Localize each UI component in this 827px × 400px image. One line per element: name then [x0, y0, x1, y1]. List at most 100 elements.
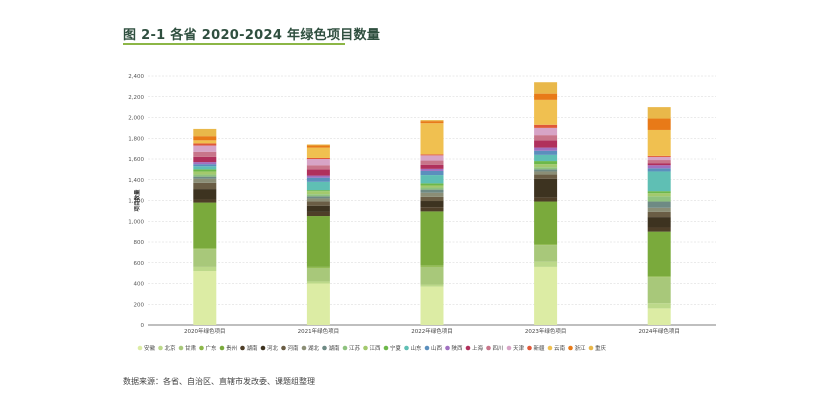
bar-segment: [420, 187, 444, 190]
legend-label: 北京: [165, 344, 177, 352]
title-underline: [123, 43, 345, 45]
y-tick-label: 0: [141, 323, 145, 329]
bar-segment: [306, 177, 330, 182]
y-tick-label: 1,200: [128, 199, 144, 205]
bar-segment: [193, 271, 217, 325]
legend-swatch: [588, 345, 594, 351]
bar-segment: [193, 140, 217, 144]
legend-swatch: [404, 345, 409, 351]
bar-segment: [193, 164, 217, 167]
legend-swatch: [178, 345, 184, 351]
bar-segment: [647, 118, 671, 130]
bar-segment: [193, 266, 217, 272]
legend-swatch: [199, 345, 204, 351]
legend-swatch: [383, 345, 389, 351]
legend-swatch: [240, 345, 245, 351]
bar-segment: [420, 160, 444, 165]
bar-segment: [534, 127, 558, 136]
bar-segment: [193, 136, 217, 141]
bar-segment: [647, 168, 671, 172]
legend-swatch: [363, 345, 368, 351]
bar-segment: [534, 154, 558, 162]
bar-segment: [534, 135, 558, 141]
bar-segment: [647, 201, 671, 208]
y-tick-label: 1,400: [128, 178, 144, 184]
bar-segment: [306, 198, 330, 202]
y-tick-label: 2,200: [128, 95, 144, 101]
legend-swatch: [281, 345, 286, 351]
legend-label: 广东: [206, 344, 218, 352]
bar-segment: [420, 196, 444, 202]
legend-swatch: [547, 345, 553, 351]
bar-segment: [306, 194, 330, 197]
legend-label: 新疆: [534, 344, 546, 352]
bar-segment: [420, 123, 444, 155]
bar-segment: [306, 267, 330, 282]
legend-label: 贵州: [226, 344, 237, 352]
y-tick-label: 2,400: [128, 74, 144, 80]
legend-label: 江西: [370, 345, 382, 352]
bar-segment: [306, 165, 330, 170]
bar-segment: [420, 201, 444, 208]
bar-segment: [534, 245, 558, 262]
bar-segment: [193, 248, 217, 250]
legend-swatch: [424, 345, 430, 351]
bar-segment: [306, 283, 330, 325]
bar-segment: [647, 207, 671, 212]
bar-segment: [193, 176, 217, 179]
legend-swatch: [342, 345, 348, 351]
bar-segment: [420, 168, 444, 171]
y-tick-label: 2,000: [128, 116, 144, 122]
bar-segment: [193, 156, 217, 163]
bar-segment: [647, 231, 671, 277]
legend-label: 山西: [431, 344, 443, 352]
bar-segment: [193, 169, 217, 172]
legend-label: 江苏: [349, 344, 361, 352]
bar-segment: [534, 174, 558, 179]
bar-segment: [534, 244, 558, 246]
bar-segment: [647, 211, 671, 218]
bar-segment: [420, 164, 444, 169]
legend-swatch: [465, 345, 471, 351]
bar-segment: [647, 171, 671, 192]
bar-segment: [647, 163, 671, 166]
y-tick-label: 800: [134, 240, 145, 246]
bar-segment: [193, 128, 217, 137]
bar-segment: [534, 201, 558, 245]
legend-swatch: [322, 345, 327, 351]
bar-segment: [647, 196, 671, 202]
bar-segment: [193, 182, 217, 190]
bar-segment: [420, 175, 444, 184]
bar-segment: [306, 211, 330, 217]
bar-segment: [306, 159, 330, 166]
bar-segment: [647, 165, 671, 169]
bar-segment: [420, 207, 444, 212]
legend-label: 四川: [493, 345, 504, 352]
legend-label: 河北: [267, 344, 279, 352]
legend-label: 重庆: [595, 344, 607, 352]
y-tick-label: 200: [134, 302, 145, 308]
legend-label: 河南: [288, 344, 300, 352]
bar-segment: [306, 216, 330, 267]
bar-segment: [534, 93, 558, 100]
bar-segment: [647, 193, 671, 197]
legend-label: 湖北: [308, 344, 320, 352]
bar-segment: [647, 276, 671, 278]
bar-segment: [193, 174, 217, 177]
bar-segment: [306, 205, 330, 212]
bar-segment: [534, 171, 558, 175]
legend-swatch: [301, 345, 307, 351]
bar-segment: [193, 199, 217, 203]
bar-segment: [420, 189, 444, 193]
bar-segment: [306, 266, 330, 268]
legend-swatch: [568, 345, 573, 351]
bar-segment: [306, 181, 330, 191]
bar-segment: [420, 286, 444, 325]
bar-segment: [193, 151, 217, 157]
bar-segment: [306, 144, 330, 146]
bar-segment: [193, 143, 217, 146]
bar-segment: [306, 175, 330, 178]
bar-segment: [420, 284, 444, 287]
bar-segment: [534, 178, 558, 198]
legend-swatch: [260, 345, 266, 351]
